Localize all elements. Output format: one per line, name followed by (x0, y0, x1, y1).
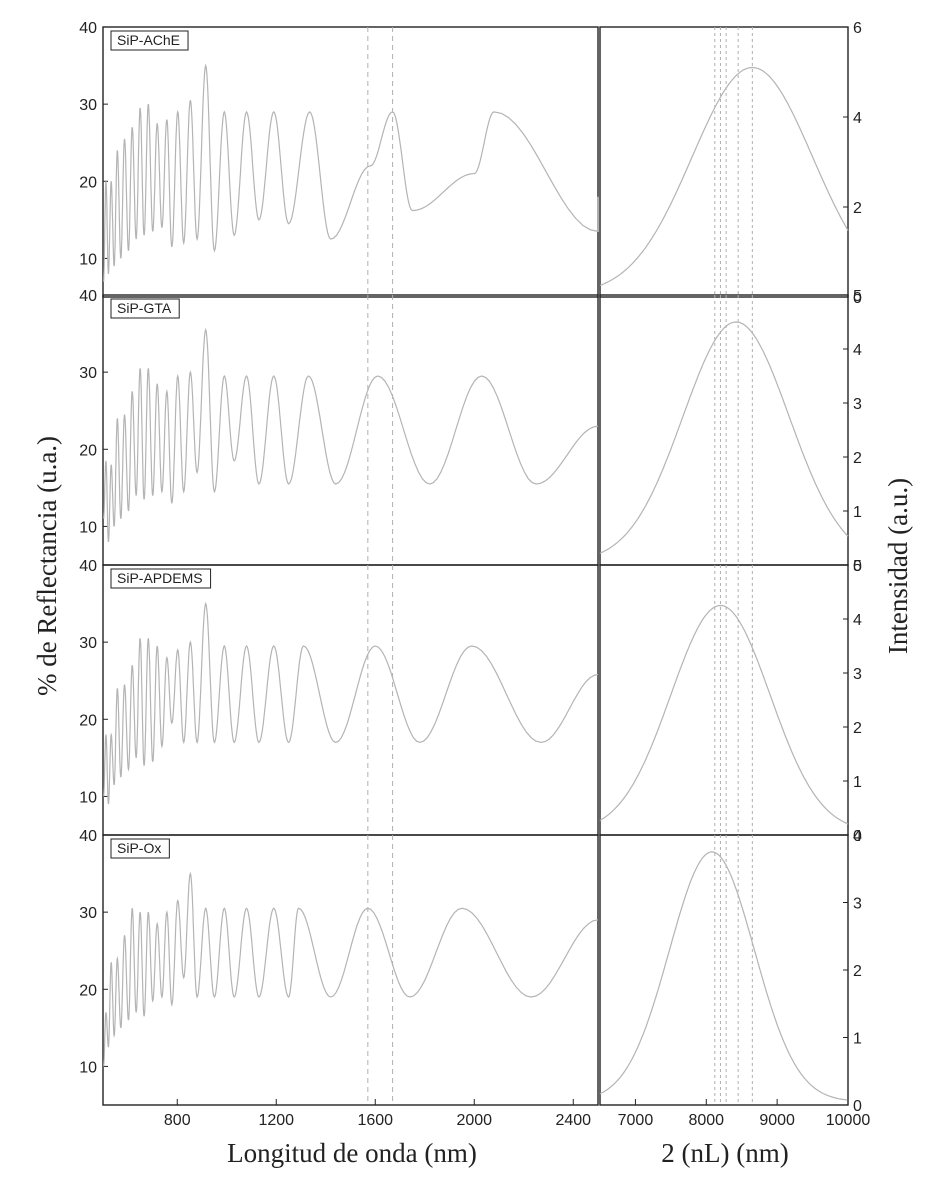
y-tick-label: 20 (79, 712, 97, 729)
y-tick-label: 40 (79, 20, 97, 37)
y-tick-label: 4 (853, 342, 862, 359)
y-tick-label: 40 (79, 288, 97, 305)
y-tick-label: 2 (853, 450, 862, 467)
fft-panel-frame (599, 834, 849, 1106)
reflectance-curve-series (102, 601, 599, 805)
y-tick-label: 3 (853, 396, 862, 413)
panel-label: SiP-AChE (110, 30, 189, 51)
reflectance-panel-frame (102, 26, 599, 298)
y-tick-label: 5 (853, 288, 862, 305)
y-tick-label: 2 (853, 720, 862, 737)
x-tick-label: 10000 (826, 1112, 871, 1129)
y-tick-label: 30 (79, 905, 97, 922)
reflectance-curve-series (102, 63, 599, 282)
y-tick-label: 40 (79, 558, 97, 575)
y-tick-label: 30 (79, 365, 97, 382)
panel-label: SiP-GTA (110, 298, 180, 319)
reflectance-panel-frame (102, 294, 599, 566)
y-tick-label: 5 (853, 558, 862, 575)
x-tick-label: 1600 (357, 1112, 393, 1129)
x-tick-label: 9000 (759, 1112, 795, 1129)
y-tick-label: 2 (853, 200, 862, 217)
y-tick-label: 10 (79, 251, 97, 268)
panel-label-text: SiP-GTA (117, 300, 172, 316)
panel-label-text: SiP-Ox (117, 840, 161, 856)
x-tick-label: 2400 (555, 1112, 591, 1129)
panel-label-text: SiP-AChE (117, 32, 180, 48)
panel-label-box (110, 838, 170, 859)
y-tick-label: 10 (79, 519, 97, 536)
y-tick-label: 4 (853, 828, 862, 845)
y-tick-label: 10 (79, 1059, 97, 1076)
y-tick-label: 3 (853, 896, 862, 913)
fft-curve-series (599, 851, 849, 1101)
right-x-axis-title: 2 (nL) (nm) (661, 1138, 788, 1168)
panel-label-box (110, 568, 212, 589)
y-tick-label: 20 (79, 442, 97, 459)
x-tick-label: 8000 (688, 1112, 724, 1129)
panel-label-box (110, 298, 180, 319)
y-tick-label: 0 (853, 558, 862, 575)
plot-panels: 10203040SiP-AChE024610203040SiP-GTA01234… (79, 20, 870, 1129)
y-tick-label: 20 (79, 982, 97, 999)
y-tick-label: 20 (79, 174, 97, 191)
left-y-axis-title: % de Reflectancia (u.a.) (32, 436, 62, 696)
y-tick-label: 1 (853, 1031, 862, 1048)
fft-panel-frame (599, 294, 849, 566)
reflectance-panel-frame (102, 564, 599, 836)
panel-label: SiP-Ox (110, 838, 170, 859)
left-x-axis-title: Longitud de onda (nm) (227, 1138, 477, 1168)
y-tick-label: 40 (79, 828, 97, 845)
x-tick-label: 7000 (618, 1112, 654, 1129)
reflectance-curve-series (102, 327, 599, 543)
fft-panel-frame (599, 26, 849, 298)
y-tick-label: 3 (853, 666, 862, 683)
reflectance-panel-frame (102, 834, 599, 1106)
y-tick-label: 4 (853, 612, 862, 629)
y-tick-label: 0 (853, 1098, 862, 1115)
reflectance-curve-series (102, 871, 599, 1067)
x-tick-label: 1200 (258, 1112, 294, 1129)
y-tick-label: 6 (853, 20, 862, 37)
y-tick-label: 2 (853, 963, 862, 980)
panel-label-text: SiP-APDEMS (117, 570, 203, 586)
y-tick-label: 4 (853, 110, 862, 127)
right-y-axis-title: Intensidad (a.u.) (883, 478, 913, 654)
y-tick-label: 1 (853, 774, 862, 791)
fft-curve-series (599, 66, 849, 287)
y-tick-label: 0 (853, 290, 862, 307)
panel-label: SiP-APDEMS (110, 568, 212, 589)
x-tick-label: 2000 (456, 1112, 492, 1129)
y-tick-label: 1 (853, 504, 862, 521)
y-tick-label: 0 (853, 828, 862, 845)
y-tick-label: 10 (79, 789, 97, 806)
y-tick-label: 30 (79, 97, 97, 114)
y-tick-label: 30 (79, 635, 97, 652)
fft-curve-series (599, 604, 849, 825)
panel-label-box (110, 30, 189, 51)
x-tick-label: 800 (164, 1112, 191, 1129)
fft-curve-series (599, 321, 849, 554)
